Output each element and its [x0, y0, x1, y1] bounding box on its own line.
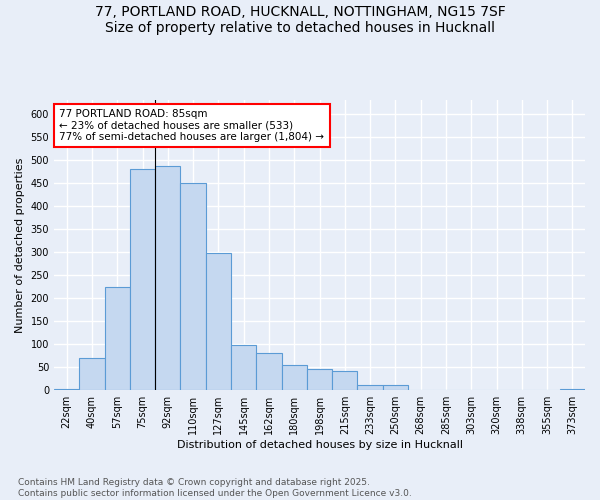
Text: 77 PORTLAND ROAD: 85sqm
← 23% of detached houses are smaller (533)
77% of semi-d: 77 PORTLAND ROAD: 85sqm ← 23% of detache…	[59, 109, 325, 142]
Bar	[256, 354, 281, 390]
Bar	[231, 344, 256, 390]
Bar	[181, 182, 206, 390]
Bar	[54, 389, 79, 390]
Bar	[332, 372, 358, 390]
Y-axis label: Number of detached properties: Number of detached properties	[15, 158, 25, 333]
Bar	[79, 358, 104, 390]
Bar	[358, 385, 383, 390]
Bar	[307, 369, 332, 390]
Bar	[206, 253, 231, 390]
Bar	[383, 385, 408, 390]
Text: Contains HM Land Registry data © Crown copyright and database right 2025.
Contai: Contains HM Land Registry data © Crown c…	[18, 478, 412, 498]
Text: 77, PORTLAND ROAD, HUCKNALL, NOTTINGHAM, NG15 7SF
Size of property relative to d: 77, PORTLAND ROAD, HUCKNALL, NOTTINGHAM,…	[95, 5, 505, 35]
X-axis label: Distribution of detached houses by size in Hucknall: Distribution of detached houses by size …	[176, 440, 463, 450]
Bar	[155, 166, 181, 390]
Bar	[130, 169, 155, 390]
Bar	[281, 366, 307, 390]
Bar	[104, 286, 130, 390]
